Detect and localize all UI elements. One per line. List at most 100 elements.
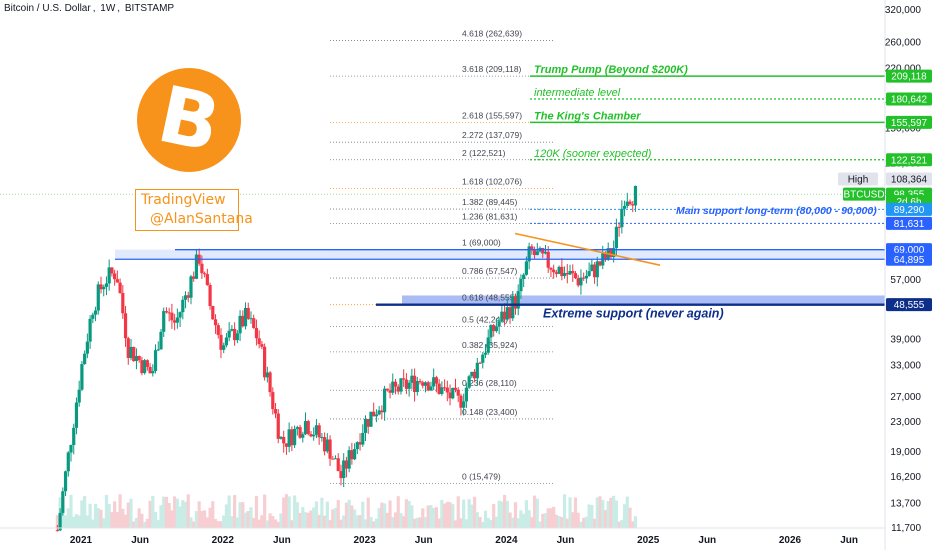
candle-body [88,318,92,342]
candle-body [508,307,512,319]
x-tick-label: 2026 [779,535,802,546]
candle-body [448,392,452,399]
volume-bar [314,501,319,528]
candle-body [557,266,561,274]
candle-body [192,276,196,279]
candle-body [173,320,177,323]
candle-body [208,285,212,307]
candle-body [355,442,359,450]
volume-bar [467,499,471,528]
interval: 1W [100,3,116,14]
volume-bar [598,496,602,528]
price-badge [843,187,885,201]
candle-body [470,371,474,377]
volume-bar [388,500,392,528]
volume-bar [456,496,460,528]
volume-bar [85,515,89,528]
volume-bar [538,521,542,528]
candle-body [622,205,627,209]
y-tick-label: 16,200 [890,472,921,483]
candle-body [156,349,160,351]
bitcoin-glyph: B [150,69,228,171]
watermark-line2: @AlanSantana [150,211,253,227]
candle-body [579,277,583,286]
candle-body [459,395,463,408]
candle-body [486,337,490,353]
volume-bar [377,508,381,528]
candle-body [396,386,400,392]
candle-body [385,388,389,391]
candle-body [522,274,526,279]
candle-body [246,307,250,319]
candle-body [543,251,548,254]
volume-bar [328,520,332,528]
fib-label: 1.618 (102,076) [462,176,522,186]
volume-bar [317,514,321,528]
volume-bar [159,505,163,528]
candle-body [301,434,305,438]
volume-bar [440,499,444,528]
volume-bar [246,511,250,528]
volume-bar [412,518,417,528]
candle-body [222,345,226,350]
volume-bar [535,498,539,528]
volume-bar [513,502,518,528]
volume-bar [592,518,597,528]
y-tick-label: 23,000 [890,417,921,428]
volume-bar [464,519,469,528]
volume-bar [55,515,59,528]
candle-body [63,471,68,492]
volume-bar [603,510,608,528]
volume-bar [336,499,340,528]
volume-bar [527,510,531,528]
candle-body [489,325,493,338]
candlesticks [55,185,638,532]
candle-body [631,204,635,206]
candle-body [295,427,299,429]
price-badge-label: 2d 6h [896,197,921,208]
candle-body [426,382,430,391]
volume-bar [620,519,624,528]
exchange: BITSTAMP [124,3,175,14]
y-tick-label: 39,000 [890,334,921,345]
volume-bar [355,515,359,528]
candle-body [183,295,188,300]
candle-body [298,427,302,438]
fib-label: 2 (122,521) [462,148,506,158]
volume-bar [475,512,479,528]
volume-bar [69,494,73,528]
candle-body [170,312,174,321]
candle-body [123,313,128,339]
candle-body [350,450,354,460]
candle-body [393,381,398,387]
candle-body [462,401,466,408]
volume-bar [126,502,130,528]
volume-bar [622,504,627,528]
volume-bar [584,516,588,528]
volume-bar [80,500,84,528]
candle-body [143,360,147,374]
candle-body [254,327,259,339]
candle-body [530,246,534,251]
x-tick-label: 2023 [353,535,376,546]
candle-body [377,410,381,415]
candle-body [312,434,316,437]
candle-body [235,333,239,341]
candle-body [273,409,278,414]
candle-body [233,328,237,341]
y-tick-label: 19,000 [890,447,921,458]
volume-bar [66,508,70,528]
x-tick-label: 2022 [212,535,235,546]
candle-body [415,381,419,392]
symbol-header[interactable]: Bitcoin / U.S. Dollar, 1W, BITSTAMP [4,3,175,14]
price-badge-label: BTCUSD [843,190,884,201]
candle-body [633,185,638,206]
candle-body [541,248,545,254]
candle-body [102,286,106,290]
candle-body [148,366,152,374]
bitcoin-logo-icon: B [137,68,241,172]
candle-body [421,382,425,386]
candle-body [369,411,373,427]
